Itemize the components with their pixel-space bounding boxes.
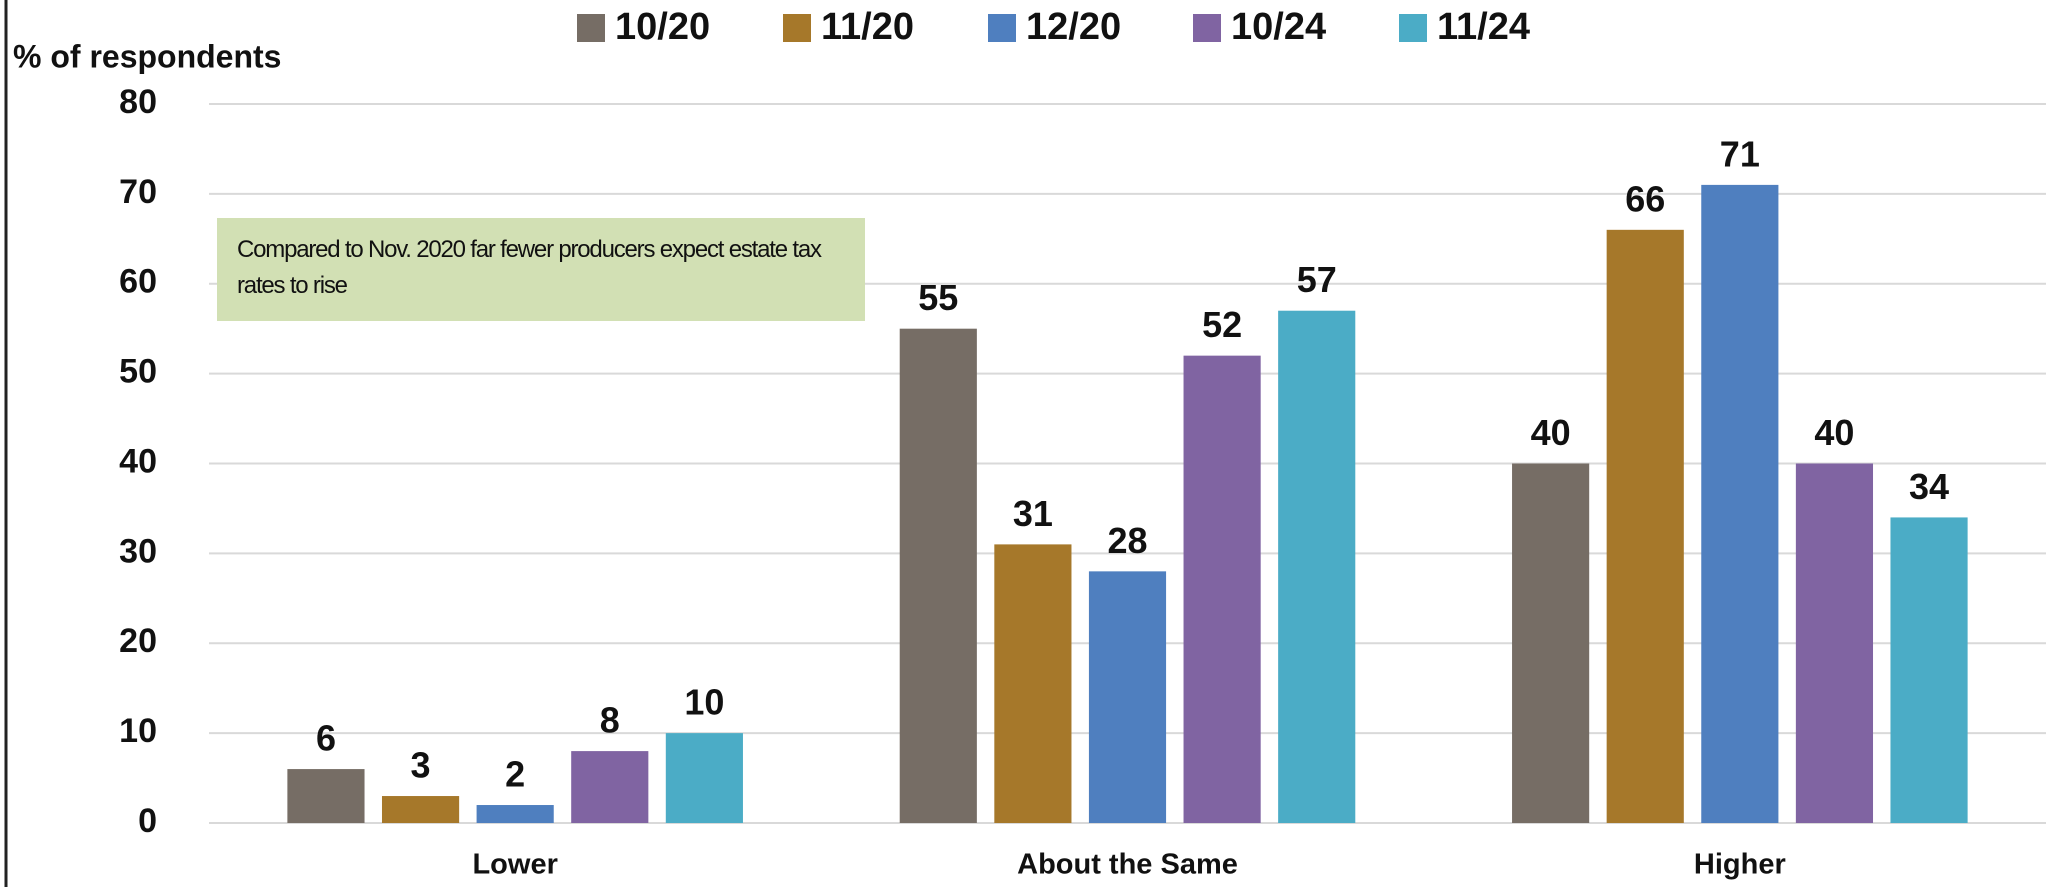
data-label: 34 (1909, 466, 1949, 507)
data-label: 66 (1625, 178, 1665, 219)
y-tick-label: 10 (119, 712, 157, 750)
bar (476, 805, 554, 823)
bar (381, 796, 460, 823)
x-tick-label: Lower (472, 849, 557, 881)
y-tick-label: 30 (119, 532, 157, 570)
data-label: 71 (1720, 133, 1760, 174)
y-axis-label: % of respondents (13, 38, 281, 74)
bar (665, 733, 743, 823)
legend-label: 10/20 (615, 6, 710, 48)
legend-swatch (1193, 14, 1221, 42)
bar (1606, 229, 1684, 823)
bar (994, 544, 1072, 823)
data-label: 40 (1814, 412, 1854, 453)
legend-label: 10/24 (1231, 6, 1326, 48)
data-label: 31 (1013, 493, 1053, 534)
data-label: 52 (1202, 304, 1242, 345)
bar (1183, 355, 1261, 823)
data-label: 40 (1531, 412, 1571, 453)
bar (1795, 463, 1874, 823)
legend-label: 12/20 (1026, 6, 1121, 48)
data-label: 3 (411, 745, 431, 786)
bar (1512, 463, 1590, 823)
x-tick-label: Higher (1694, 849, 1786, 881)
legend-swatch (577, 14, 605, 42)
y-tick-label: 50 (119, 353, 157, 391)
data-label: 28 (1107, 520, 1147, 561)
y-tick-label: 20 (119, 622, 157, 660)
y-tick-label: 70 (119, 173, 157, 211)
legend-label: 11/20 (821, 6, 914, 48)
bar (1890, 517, 1968, 823)
y-tick-label: 40 (119, 442, 157, 480)
data-label: 57 (1297, 259, 1337, 300)
x-tick-label: About the Same (1017, 849, 1238, 881)
y-tick-label: 80 (119, 83, 157, 121)
legend-label: 11/24 (1437, 6, 1530, 48)
legend-swatch (1399, 14, 1427, 42)
data-label: 8 (600, 700, 620, 741)
bar (899, 328, 977, 823)
bar (1088, 571, 1167, 823)
bar (1701, 184, 1779, 823)
y-tick-label: 0 (138, 802, 157, 840)
data-label: 6 (316, 718, 336, 759)
bar (287, 769, 365, 823)
legend-swatch (988, 14, 1016, 42)
bar (1278, 310, 1356, 823)
annotation: Compared to Nov. 2020 far fewer producer… (217, 218, 865, 321)
data-label: 55 (918, 277, 958, 318)
legend-swatch (783, 14, 811, 42)
y-tick-label: 60 (119, 263, 157, 301)
bar (571, 751, 649, 823)
data-label: 2 (505, 754, 525, 795)
data-label: 10 (684, 682, 724, 723)
